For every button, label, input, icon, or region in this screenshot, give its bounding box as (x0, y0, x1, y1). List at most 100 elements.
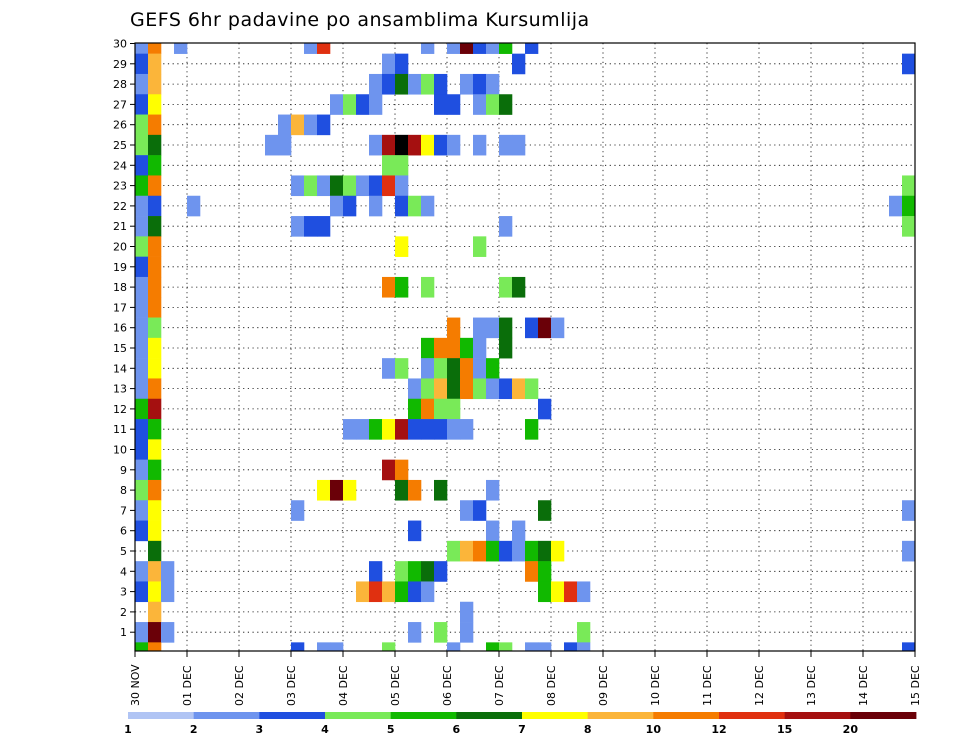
heatmap-cell (330, 175, 344, 197)
heatmap-cell (551, 540, 565, 562)
heatmap-cell (135, 398, 149, 420)
heatmap-cell (317, 479, 331, 501)
y-tick-label: 14 (113, 362, 127, 375)
heatmap-cell (148, 155, 162, 176)
heatmap-cell (512, 540, 526, 562)
heatmap-cell (148, 459, 162, 481)
heatmap-cell (135, 155, 149, 176)
heatmap-cell (135, 94, 149, 115)
heatmap-cell (486, 540, 500, 562)
heatmap-cell (486, 378, 500, 400)
heatmap-cell (512, 276, 526, 298)
heatmap-cell (447, 337, 461, 359)
heatmap-cell (148, 73, 162, 95)
heatmap-cell (304, 114, 318, 136)
heatmap-cell (408, 134, 422, 156)
heatmap-cell (382, 73, 396, 95)
heatmap-cell (135, 337, 149, 359)
heatmap-cell (135, 175, 149, 197)
heatmap-cell (395, 236, 409, 257)
heatmap-cell (408, 622, 422, 643)
heatmap-cell (148, 398, 162, 420)
heatmap-cell (330, 479, 344, 501)
y-tick-label: 20 (113, 241, 127, 254)
heatmap-cell (148, 561, 162, 582)
heatmap-cell (421, 337, 435, 359)
heatmap-cell (187, 195, 201, 217)
colorbar-label: 8 (584, 723, 592, 736)
heatmap-cell (473, 317, 487, 339)
x-axis: 30 NOV 01 DEC 02 DEC 03 DEC 04 DEC 05 DEC 06 D… (129, 651, 922, 706)
heatmap-cell (135, 378, 149, 400)
heatmap-cell (538, 642, 552, 652)
heatmap-cell (538, 398, 552, 420)
heatmap-cell (135, 134, 149, 156)
colorbar: 1 2 3 4 5 6 7 8 10 12 15 20 (124, 712, 917, 736)
heatmap-cell (408, 73, 422, 95)
heatmap-cell (525, 378, 539, 400)
y-tick-label: 4 (120, 565, 127, 578)
heatmap-cell (148, 317, 162, 339)
y-tick-label: 12 (113, 403, 127, 416)
heatmap-cell (174, 43, 188, 54)
y-tick-label: 21 (113, 220, 127, 233)
colorbar-swatch (850, 712, 917, 719)
colorbar-label: 5 (387, 723, 395, 736)
heatmap-cell (902, 500, 916, 521)
heatmap-cell (382, 459, 396, 481)
y-tick-label: 24 (113, 159, 127, 172)
heatmap-cell (473, 337, 487, 359)
x-tick-label: 04 DEC (337, 665, 350, 706)
heatmap-cell (499, 94, 513, 115)
heatmap-cell (382, 155, 396, 176)
heatmap-cell (551, 581, 565, 603)
heatmap-cell (395, 561, 409, 582)
heatmap-cell (135, 419, 149, 440)
heatmap-cell (343, 94, 357, 115)
heatmap-cell (421, 358, 435, 379)
colorbar-swatch (456, 712, 523, 719)
heatmap-cell (434, 419, 448, 440)
heatmap-cell (499, 276, 513, 298)
y-tick-label: 15 (113, 342, 127, 355)
y-tick-label: 16 (113, 322, 127, 335)
heatmap-cell (135, 43, 149, 54)
heatmap-cell (343, 195, 357, 217)
heatmap-cell (447, 43, 461, 54)
heatmap-cell (135, 297, 149, 318)
heatmap-cell (148, 43, 162, 54)
x-tick-label: 14 DEC (857, 665, 870, 706)
heatmap-cell (460, 500, 474, 521)
heatmap-cell (148, 500, 162, 521)
heatmap-cell (161, 581, 175, 603)
colorbar-label: 20 (843, 723, 859, 736)
heatmap-cell (369, 195, 383, 217)
heatmap-cell (278, 134, 292, 156)
heatmap-cell (135, 114, 149, 136)
heatmap-cell (525, 642, 539, 652)
heatmap-cell (135, 256, 149, 278)
heatmap-cell (902, 53, 916, 75)
heatmap-cell (135, 236, 149, 257)
heatmap-cell (473, 358, 487, 379)
heatmap-cell (421, 561, 435, 582)
heatmap-cell (395, 195, 409, 217)
heatmap-cell (161, 561, 175, 582)
heatmap-cell (382, 358, 396, 379)
heatmap-cell (499, 378, 513, 400)
heatmap-cell (148, 236, 162, 257)
heatmap-cell (512, 520, 526, 542)
heatmap-cell (408, 561, 422, 582)
x-tick-label: 12 DEC (753, 665, 766, 706)
heatmap-cell (460, 601, 474, 623)
heatmap-cell (447, 94, 461, 115)
heatmap-cells (135, 43, 916, 652)
heatmap-cell (148, 256, 162, 278)
heatmap-cell (499, 134, 513, 156)
heatmap-cell (395, 479, 409, 501)
y-tick-label: 6 (120, 525, 127, 538)
heatmap-cell (473, 43, 487, 54)
heatmap-cell (135, 479, 149, 501)
heatmap-cell (473, 540, 487, 562)
